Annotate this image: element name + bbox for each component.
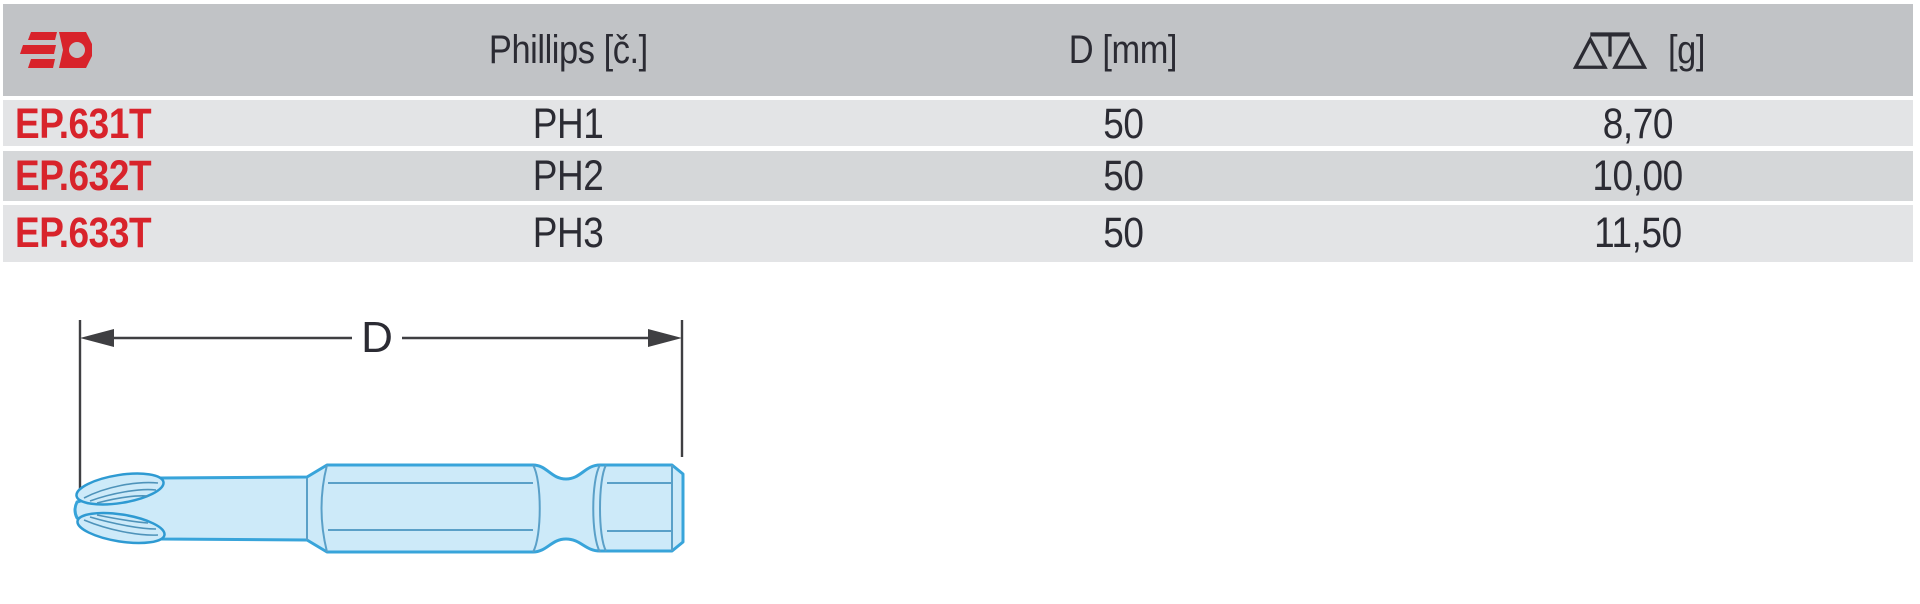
table-row: EP.631T PH1 50 8,70: [3, 100, 1913, 149]
product-reference: EP.632T: [15, 151, 152, 200]
length-value: 50: [1102, 100, 1144, 148]
phillips-tip-flute-lower: [76, 511, 166, 545]
weight-value: 8,70: [1602, 100, 1674, 148]
flute-rib: [96, 495, 149, 504]
phillips-cell: PH3: [253, 209, 883, 258]
flute-rib: [83, 481, 159, 499]
ref-cell: EP.631T: [3, 100, 253, 149]
column-label-phillips: Phillips [č.]: [488, 27, 648, 72]
product-reference: EP.631T: [15, 100, 152, 148]
flute-rib: [96, 514, 149, 524]
length-value: 50: [1102, 209, 1144, 257]
dimension-arrow-left: [80, 329, 114, 347]
table-header-row: Phillips [č.] D [mm] [g]: [3, 4, 1913, 96]
phillips-cell: PH1: [253, 100, 883, 149]
dimension-label: D: [361, 313, 393, 362]
header-weight-cell: [g]: [1363, 28, 1913, 73]
dimension-arrow-right: [648, 329, 682, 347]
phillips-tip-flute-upper: [75, 472, 165, 506]
product-table: Phillips [č.] D [mm] [g] EP.631T: [3, 4, 1913, 262]
phillips-size: PH2: [532, 151, 604, 200]
header-d-cell: D [mm]: [883, 28, 1363, 73]
bit-outline: [73, 463, 685, 554]
flute-rib: [89, 488, 157, 502]
weight-value: 11,50: [1594, 209, 1682, 257]
table-row: EP.632T PH2 50 10,00: [3, 151, 1913, 201]
weight-cell: 11,50: [1363, 209, 1913, 258]
table-row: EP.633T PH3 50 11,50: [3, 205, 1913, 262]
phillips-size: PH3: [532, 209, 604, 257]
column-label-d: D [mm]: [1068, 27, 1178, 72]
ref-cell: EP.632T: [3, 152, 253, 201]
weight-cell: 10,00: [1363, 152, 1913, 201]
weight-cell: 8,70: [1363, 100, 1913, 149]
speed-tag-icon: [20, 32, 92, 68]
flute-rib: [83, 519, 159, 536]
groove-boundary-arc-left: [532, 464, 541, 553]
d-cell: 50: [883, 152, 1363, 201]
flute-rib: [89, 516, 157, 530]
header-ref-cell: [3, 30, 253, 70]
scale-icon: [1572, 32, 1647, 69]
column-label-weight-unit: [g]: [1667, 27, 1705, 72]
phillips-size: PH1: [532, 100, 604, 148]
phillips-bit-drawing: [73, 463, 685, 554]
weight-value: 10,00: [1592, 151, 1684, 200]
product-reference: EP.633T: [15, 209, 152, 257]
d-cell: 50: [883, 100, 1363, 149]
dimension-annotation: D: [78, 313, 684, 508]
end-hex-chamfer-arc: [599, 464, 607, 552]
phillips-cell: PH2: [253, 152, 883, 201]
ref-cell: EP.633T: [3, 209, 253, 258]
d-cell: 50: [883, 209, 1363, 258]
hex-start-chamfer-arc: [320, 464, 328, 553]
groove-boundary-arc-right: [592, 464, 601, 553]
length-value: 50: [1102, 151, 1144, 200]
header-phillips-cell: Phillips [č.]: [253, 28, 883, 73]
